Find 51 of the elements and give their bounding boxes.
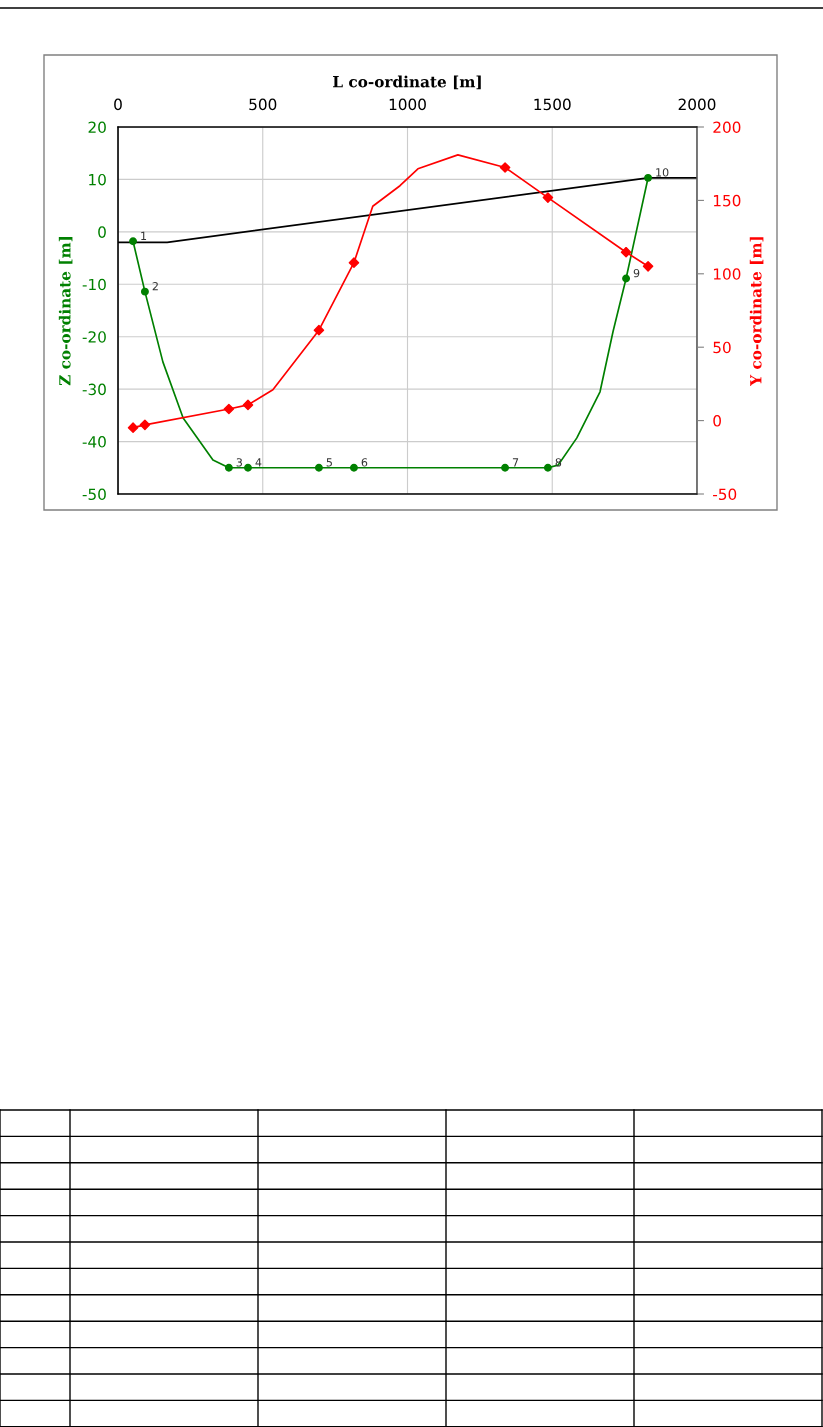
point <box>543 463 552 472</box>
point <box>244 463 252 472</box>
y-tick-label: 20 <box>88 121 106 134</box>
x-tick-label: 2000 <box>678 98 716 111</box>
point <box>542 192 554 203</box>
y2-tick-label: 200 <box>713 121 741 134</box>
y2-tick-label: -50 <box>713 488 737 501</box>
x-tick-label: 500 <box>249 98 277 111</box>
y2-tick-label: 0 <box>713 415 721 427</box>
point <box>223 403 235 415</box>
y-tick-label: -20 <box>82 331 106 343</box>
annotation: 10 <box>656 168 669 177</box>
annotation: 1 <box>141 231 147 240</box>
annotation: 4 <box>255 458 262 467</box>
point <box>501 463 510 472</box>
point <box>129 237 138 246</box>
annotation: 5 <box>326 458 332 467</box>
y-tick-label: -10 <box>82 278 106 291</box>
point <box>499 162 511 173</box>
point <box>127 422 139 433</box>
y2-tick-label: 150 <box>713 194 741 207</box>
point <box>348 257 360 268</box>
point <box>313 324 325 336</box>
y-tick-label: -30 <box>82 383 106 396</box>
y-axis-title: Z co-ordinate [m] <box>58 237 73 386</box>
x-tick-label: 1000 <box>389 98 426 111</box>
x-tick-label: 1500 <box>534 98 571 111</box>
y2-tick-label: 50 <box>713 341 731 354</box>
y2-axis-title: Y co-ordinate [m] <box>749 237 764 386</box>
point <box>140 287 149 296</box>
y-tick-label: 10 <box>89 173 106 186</box>
annotation: 3 <box>236 458 242 467</box>
point <box>620 246 632 258</box>
x-axis-title: L co-ordinate [m] <box>333 75 481 90</box>
point <box>139 419 151 431</box>
y-tick-label: 0 <box>98 226 106 238</box>
point <box>224 463 233 472</box>
annotation: 7 <box>512 458 519 467</box>
y2-tick-label: 100 <box>713 268 741 280</box>
x-tick-label: 0 <box>114 98 122 111</box>
point <box>622 274 631 283</box>
point <box>644 173 653 182</box>
point <box>242 399 254 411</box>
point <box>642 261 654 272</box>
y-tick-label: -40 <box>82 436 106 448</box>
annotation: 6 <box>361 458 368 467</box>
point <box>349 463 358 472</box>
annotation: 9 <box>633 268 640 278</box>
annotation: 2 <box>152 281 158 291</box>
point <box>314 463 323 472</box>
y-tick-label: -50 <box>82 488 106 501</box>
